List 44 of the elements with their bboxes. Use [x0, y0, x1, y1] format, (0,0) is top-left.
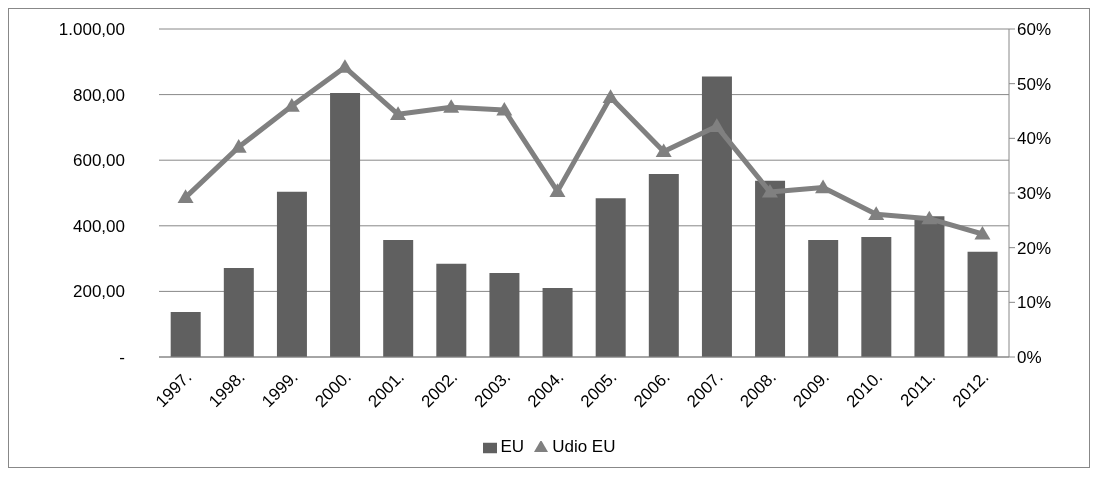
point [761, 183, 778, 198]
bar [436, 263, 467, 357]
point [655, 143, 672, 158]
bar [648, 173, 679, 357]
y2-tick-label: 60% [1017, 20, 1052, 40]
y2-tick-label: 0% [1017, 348, 1042, 368]
point [177, 189, 194, 203]
y-tick-label: 800,00 [73, 85, 125, 105]
point [974, 226, 991, 240]
bar [967, 251, 998, 357]
y-tick-label: 1.000,00 [58, 20, 125, 40]
bar [276, 191, 307, 357]
bar [914, 216, 945, 357]
legend-label: Udio EU [552, 437, 616, 456]
bar [755, 180, 786, 357]
bar [170, 312, 201, 357]
bar [489, 273, 520, 357]
bar [542, 288, 573, 357]
y-tick-label: - [119, 348, 125, 368]
point [443, 99, 460, 113]
bar [595, 198, 626, 357]
y2-tick-label: 10% [1017, 293, 1052, 313]
point [549, 183, 566, 197]
point [230, 139, 247, 153]
point [602, 89, 619, 103]
bar [808, 239, 839, 357]
bar [701, 76, 732, 357]
y2-tick-label: 40% [1017, 129, 1052, 149]
point [815, 179, 832, 194]
y-tick-label: 600,00 [73, 151, 125, 171]
bar [330, 92, 361, 357]
y2-tick-label: 30% [1017, 184, 1052, 204]
bar [223, 268, 254, 357]
bar [861, 236, 892, 357]
point [496, 101, 513, 116]
point [921, 210, 938, 225]
point [390, 106, 407, 120]
y-tick-label: 400,00 [73, 216, 125, 236]
point [868, 206, 885, 220]
legend-label: EU [500, 437, 525, 456]
y-tick-label: 200,00 [73, 282, 125, 302]
y2-tick-label: 50% [1017, 74, 1052, 94]
y2-tick-label: 20% [1017, 238, 1052, 258]
bar [383, 239, 414, 357]
